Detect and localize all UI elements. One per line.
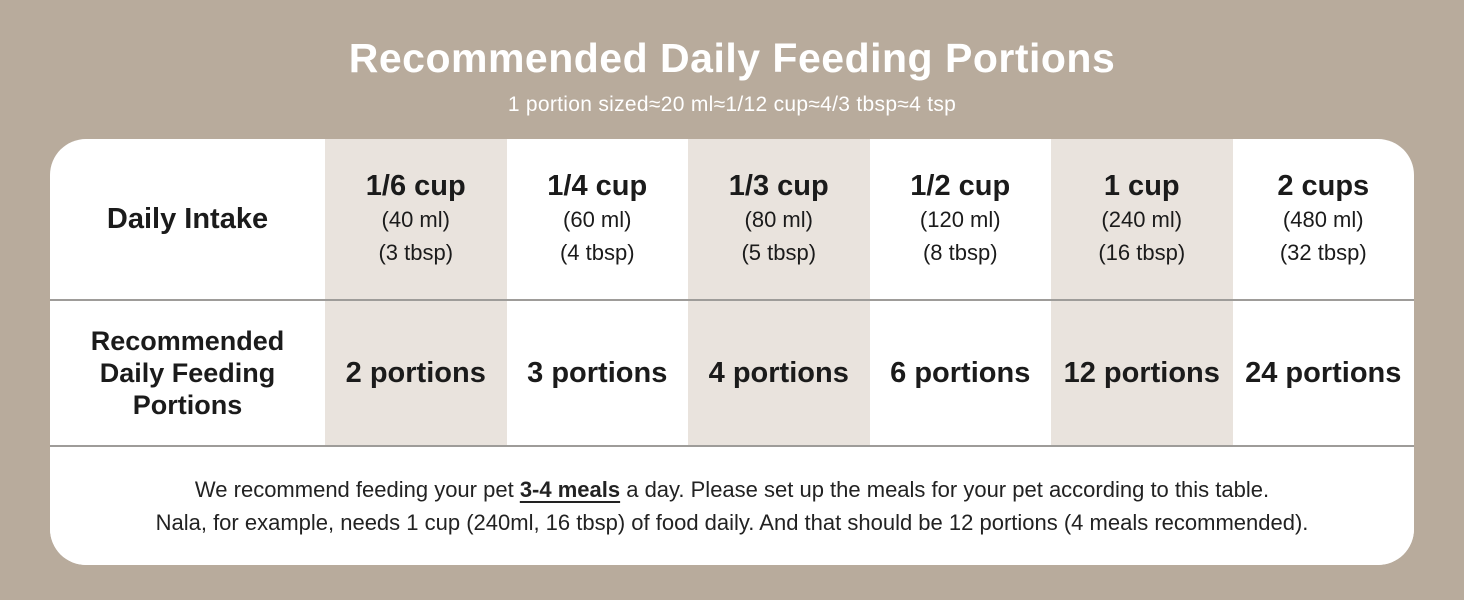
portions-value: 2 portions bbox=[345, 356, 486, 389]
portions-cell: 12 portions bbox=[1051, 301, 1233, 445]
ml-equivalent: (80 ml) bbox=[744, 207, 813, 232]
portions-row-header-line: Portions bbox=[132, 390, 243, 420]
portions-value: 3 portions bbox=[527, 356, 668, 389]
row-divider-top bbox=[50, 299, 1414, 301]
portions-row-header-line: Daily Feeding bbox=[99, 358, 276, 388]
intake-cell-1-6-cup: 1/6 cup (40 ml) (3 tbsp) bbox=[325, 139, 507, 299]
tbsp-equivalent: (32 tbsp) bbox=[1279, 240, 1367, 265]
cup-size: 1/4 cup bbox=[547, 170, 648, 202]
intake-cell-1-4-cup: 1/4 cup (60 ml) (4 tbsp) bbox=[507, 139, 689, 299]
ml-equivalent: (240 ml) bbox=[1101, 207, 1183, 232]
intake-cell-1-3-cup: 1/3 cup (80 ml) (5 tbsp) bbox=[688, 139, 870, 299]
ml-equivalent: (60 ml) bbox=[563, 207, 632, 232]
intake-cell-1-2-cup: 1/2 cup (120 ml) (8 tbsp) bbox=[870, 139, 1052, 299]
tbsp-equivalent: (8 tbsp) bbox=[922, 240, 998, 265]
portions-value: 12 portions bbox=[1063, 356, 1220, 389]
tbsp-equivalent: (4 tbsp) bbox=[559, 240, 635, 265]
portions-cell: 4 portions bbox=[688, 301, 870, 445]
ml-equivalent: (40 ml) bbox=[381, 207, 450, 232]
portion-definition-subtitle: 1 portion sized≈20 ml≈1/12 cup≈4/3 tbsp≈… bbox=[507, 93, 957, 117]
row-divider-bottom bbox=[50, 445, 1414, 447]
daily-intake-row-header: Daily Intake bbox=[106, 202, 269, 235]
intake-cell-1-cup: 1 cup (240 ml) (16 tbsp) bbox=[1051, 139, 1233, 299]
ml-equivalent: (480 ml) bbox=[1282, 207, 1364, 232]
cup-size: 1/6 cup bbox=[365, 170, 466, 202]
portions-cell: 24 portions bbox=[1233, 301, 1415, 445]
portions-value: 6 portions bbox=[890, 356, 1031, 389]
meals-per-day-highlight: 3-4 meals bbox=[519, 477, 621, 502]
portions-cell: 6 portions bbox=[870, 301, 1052, 445]
portions-cell: 2 portions bbox=[325, 301, 507, 445]
tbsp-equivalent: (5 tbsp) bbox=[741, 240, 817, 265]
portions-cell: 3 portions bbox=[507, 301, 689, 445]
cup-size: 1 cup bbox=[1103, 170, 1180, 202]
portions-row-header-line: Recommended bbox=[90, 326, 285, 356]
portions-value: 24 portions bbox=[1245, 356, 1402, 389]
cup-size: 1/2 cup bbox=[910, 170, 1011, 202]
feeding-table-card: Daily Intake 1/6 cup (40 ml) (3 tbsp) 1/… bbox=[50, 139, 1414, 565]
header: Recommended Daily Feeding Portions 1 por… bbox=[0, 0, 1464, 117]
footnote-line-1-prefix: We recommend feeding your pet bbox=[194, 477, 520, 502]
page-title: Recommended Daily Feeding Portions bbox=[348, 35, 1116, 81]
footnote-line-1-suffix: a day. Please set up the meals for your … bbox=[620, 477, 1270, 502]
intake-cell-2-cups: 2 cups (480 ml) (32 tbsp) bbox=[1233, 139, 1415, 299]
cup-size: 1/3 cup bbox=[728, 170, 829, 202]
cup-size: 2 cups bbox=[1277, 170, 1370, 202]
ml-equivalent: (120 ml) bbox=[919, 207, 1001, 232]
portions-row-header: Recommended Daily Feeding Portions bbox=[50, 301, 325, 445]
tbsp-equivalent: (3 tbsp) bbox=[378, 240, 454, 265]
table-footnote: We recommend feeding your pet 3-4 meals … bbox=[50, 447, 1414, 565]
recommended-portions-row: Recommended Daily Feeding Portions 2 por… bbox=[50, 301, 1414, 445]
footnote-line-2: Nala, for example, needs 1 cup (240ml, 1… bbox=[155, 510, 1309, 535]
portions-value: 4 portions bbox=[708, 356, 849, 389]
footnote-line-1: We recommend feeding your pet 3-4 meals … bbox=[195, 473, 1269, 506]
tbsp-equivalent: (16 tbsp) bbox=[1098, 240, 1186, 265]
daily-intake-row: Daily Intake 1/6 cup (40 ml) (3 tbsp) 1/… bbox=[50, 139, 1414, 299]
